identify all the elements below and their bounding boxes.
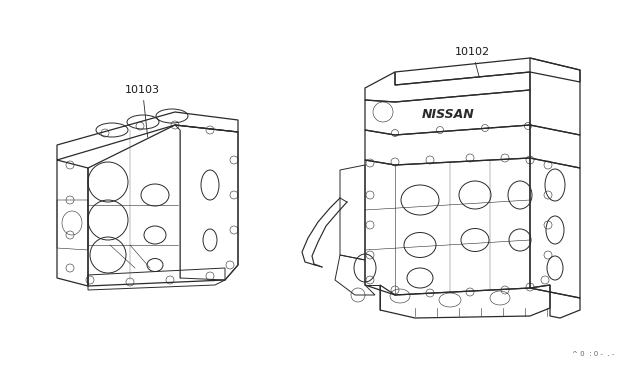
Text: 10103: 10103 bbox=[125, 85, 160, 137]
Text: NISSAN: NISSAN bbox=[422, 109, 474, 122]
Text: 10102: 10102 bbox=[455, 47, 490, 77]
Text: ^ 0  : 0 -  . -: ^ 0 : 0 - . - bbox=[572, 351, 614, 357]
